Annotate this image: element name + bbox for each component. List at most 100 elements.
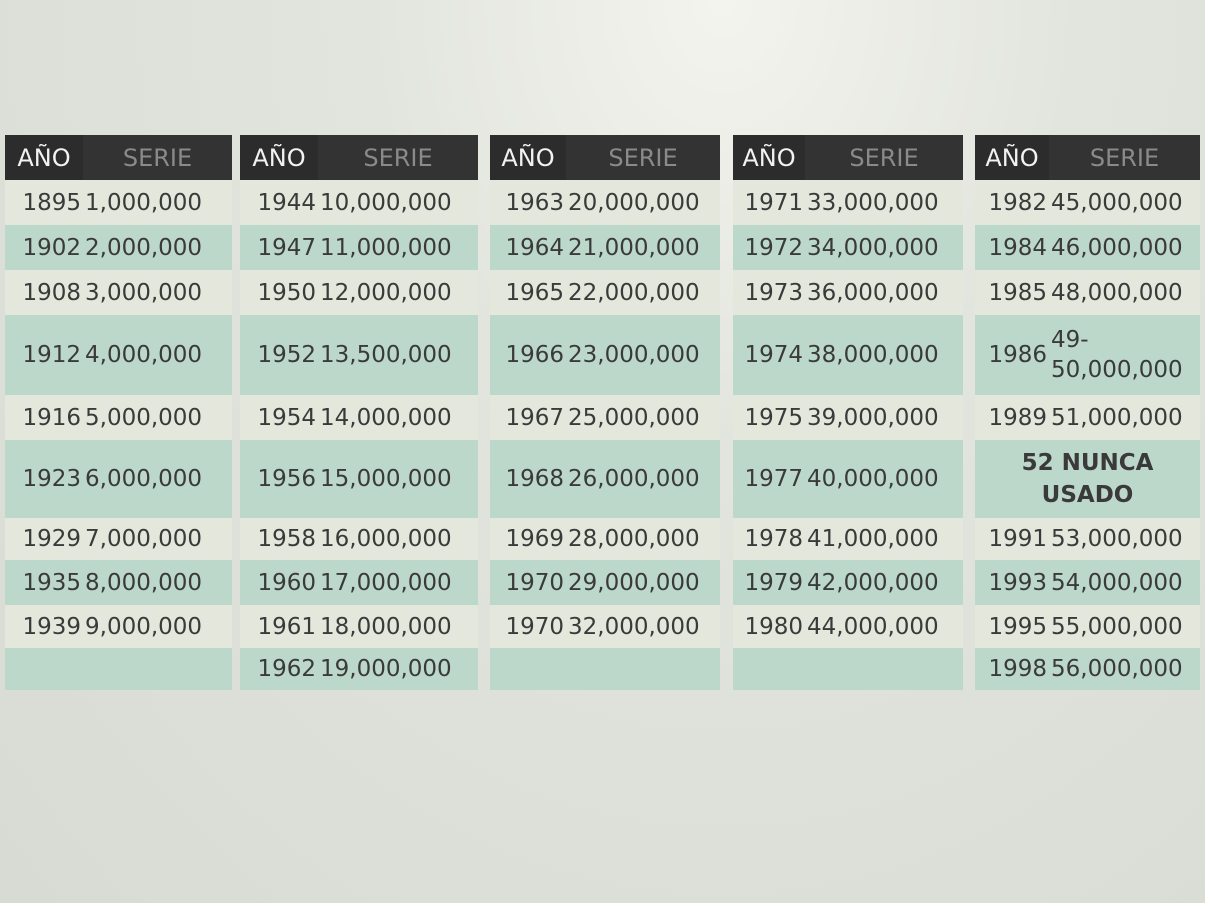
year-cell: 1939: [5, 605, 83, 648]
table-row: 1929 7,000,000: [5, 518, 232, 560]
serie-cell: 5,000,000: [83, 395, 232, 440]
note-cell: 52 NUNCA USADO: [975, 440, 1200, 518]
empty-cell: [5, 648, 232, 690]
header-cell: SERIE: [1049, 135, 1200, 180]
table-row: 1958 16,000,000: [240, 518, 478, 560]
serie-cell: 29,000,000: [566, 560, 720, 605]
header-row: AÑO SERIE: [975, 135, 1200, 180]
year-cell: 1970: [490, 560, 566, 605]
serie-cell: 42,000,000: [805, 560, 963, 605]
data-table: AÑO SERIE 1971 33,000,000 1972 34,000,000 1973…: [733, 135, 963, 690]
table-row: 1963 20,000,000: [490, 180, 720, 225]
header-cell: AÑO: [733, 135, 805, 180]
serie-cell: 56,000,000: [1049, 648, 1200, 690]
serie-cell: 40,000,000: [805, 440, 963, 518]
year-cell: 1923: [5, 440, 83, 518]
table-row: 1971 33,000,000: [733, 180, 963, 225]
year-cell: 1916: [5, 395, 83, 440]
table-row: 1998 56,000,000: [975, 648, 1200, 690]
serie-cell: 25,000,000: [566, 395, 720, 440]
header-cell: SERIE: [318, 135, 478, 180]
table-row: 1977 40,000,000: [733, 440, 963, 518]
table-row: 1895 1,000,000: [5, 180, 232, 225]
data-table: AÑO SERIE 1944 10,000,000 1947 11,000,000 1950…: [240, 135, 478, 690]
header-row: AÑO SERIE: [733, 135, 963, 180]
serie-cell: 32,000,000: [566, 605, 720, 648]
year-cell: 1908: [5, 270, 83, 315]
serie-cell: 39,000,000: [805, 395, 963, 440]
table-row: 1991 53,000,000: [975, 518, 1200, 560]
table-row: 1985 48,000,000: [975, 270, 1200, 315]
table-row: 1978 41,000,000: [733, 518, 963, 560]
year-cell: 1895: [5, 180, 83, 225]
serie-cell: 17,000,000: [318, 560, 478, 605]
table-row: 1975 39,000,000: [733, 395, 963, 440]
serie-cell: 51,000,000: [1049, 395, 1200, 440]
year-cell: 1970: [490, 605, 566, 648]
serie-cell: 8,000,000: [83, 560, 232, 605]
serie-cell: 20,000,000: [566, 180, 720, 225]
serie-cell: 48,000,000: [1049, 270, 1200, 315]
table-row: 1986 49-50,000,000: [975, 315, 1200, 395]
header-cell: SERIE: [805, 135, 963, 180]
year-cell: 1977: [733, 440, 805, 518]
year-cell: 1968: [490, 440, 566, 518]
header-row: AÑO SERIE: [5, 135, 232, 180]
table-row: 1984 46,000,000: [975, 225, 1200, 270]
table-row: 1961 18,000,000: [240, 605, 478, 648]
table-row: 1968 26,000,000: [490, 440, 720, 518]
serie-cell: 49-50,000,000: [1049, 315, 1200, 395]
year-cell: 1975: [733, 395, 805, 440]
table-row: 1950 12,000,000: [240, 270, 478, 315]
table-row: 1980 44,000,000: [733, 605, 963, 648]
serie-cell: 7,000,000: [83, 518, 232, 560]
year-cell: 1998: [975, 648, 1049, 690]
table-row: 1969 28,000,000: [490, 518, 720, 560]
table-row: [490, 648, 720, 690]
header-cell: AÑO: [975, 135, 1049, 180]
header-cell: AÑO: [5, 135, 83, 180]
serie-cell: 44,000,000: [805, 605, 963, 648]
table-row: 1923 6,000,000: [5, 440, 232, 518]
year-cell: 1960: [240, 560, 318, 605]
year-cell: 1965: [490, 270, 566, 315]
year-cell: 1984: [975, 225, 1049, 270]
data-table: AÑO SERIE 1963 20,000,000 1964 21,000,000 1965…: [490, 135, 720, 690]
serie-cell: 54,000,000: [1049, 560, 1200, 605]
year-cell: 1962: [240, 648, 318, 690]
serie-cell: 9,000,000: [83, 605, 232, 648]
table-row: 1970 29,000,000: [490, 560, 720, 605]
table-row: 1964 21,000,000: [490, 225, 720, 270]
serie-cell: 12,000,000: [318, 270, 478, 315]
table-row: 1993 54,000,000: [975, 560, 1200, 605]
serie-cell: 2,000,000: [83, 225, 232, 270]
serie-cell: 45,000,000: [1049, 180, 1200, 225]
table-row: 1970 32,000,000: [490, 605, 720, 648]
table-row: 1952 13,500,000: [240, 315, 478, 395]
table-row: 1947 11,000,000: [240, 225, 478, 270]
year-cell: 1982: [975, 180, 1049, 225]
header-cell: SERIE: [83, 135, 232, 180]
serie-cell: 14,000,000: [318, 395, 478, 440]
serie-cell: 55,000,000: [1049, 605, 1200, 648]
year-cell: 1993: [975, 560, 1049, 605]
table-row: 1960 17,000,000: [240, 560, 478, 605]
header-cell: AÑO: [240, 135, 318, 180]
year-cell: 1995: [975, 605, 1049, 648]
year-cell: 1947: [240, 225, 318, 270]
year-cell: 1989: [975, 395, 1049, 440]
year-cell: 1912: [5, 315, 83, 395]
serie-cell: 6,000,000: [83, 440, 232, 518]
year-cell: 1935: [5, 560, 83, 605]
table-row: 1979 42,000,000: [733, 560, 963, 605]
header-cell: SERIE: [566, 135, 720, 180]
year-cell: 1991: [975, 518, 1049, 560]
year-cell: 1980: [733, 605, 805, 648]
table-row: 1956 15,000,000: [240, 440, 478, 518]
serie-cell: 46,000,000: [1049, 225, 1200, 270]
serie-cell: 1,000,000: [83, 180, 232, 225]
table-row: 1966 23,000,000: [490, 315, 720, 395]
empty-cell: [733, 648, 963, 690]
year-cell: 1929: [5, 518, 83, 560]
